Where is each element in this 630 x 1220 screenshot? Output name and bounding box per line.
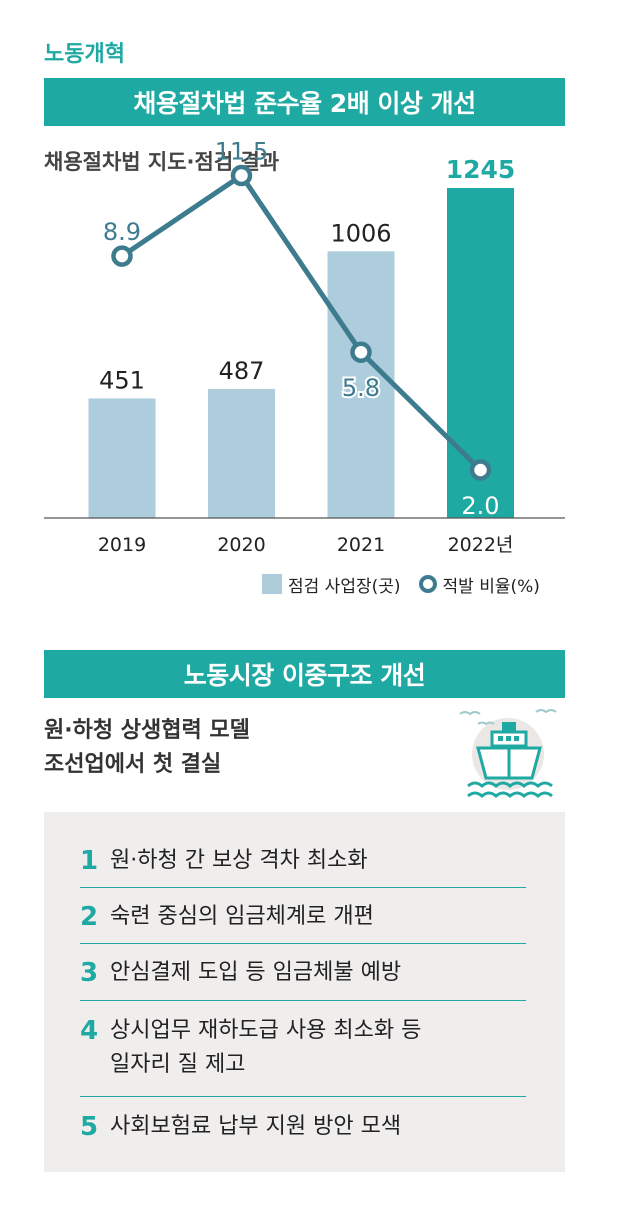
list-item: 3 안심결제 도입 등 임금체불 예방 xyxy=(80,956,526,990)
sub-title-line1: 원·하청 상생협력 모델 xyxy=(44,718,250,743)
sub-title-line2: 조선업에서 첫 결실 xyxy=(44,752,222,777)
list-item: 1 원·하청 간 보상 격차 최소화 xyxy=(80,844,526,878)
rate-value-label: 8.9 xyxy=(103,218,141,246)
x-tick-label: 2021 xyxy=(337,534,385,556)
list-number: 1 xyxy=(80,846,99,876)
rate-value-label: 2.0 xyxy=(461,492,499,520)
rate-point xyxy=(230,164,253,187)
rate-line xyxy=(120,173,483,472)
list-item: 2 숙련 중심의 임금체계로 개편 xyxy=(80,900,526,934)
list-divider xyxy=(80,1000,526,1001)
list-number: 5 xyxy=(80,1112,99,1142)
measures-list: 1 원·하청 간 보상 격차 최소화 2 숙련 중심의 임금체계로 개편 3 안… xyxy=(44,812,565,1172)
bar-2019 xyxy=(88,398,156,518)
list-number: 2 xyxy=(80,902,99,932)
rate-point xyxy=(111,245,133,267)
list-text-line1: 상시업무 재하도급 사용 최소화 등 xyxy=(110,1018,422,1043)
list-text: 사회보험료 납부 지원 방안 모색 xyxy=(110,1114,402,1139)
legend-bar-swatch xyxy=(262,574,282,594)
list-text: 숙련 중심의 임금체계로 개편 xyxy=(110,904,374,929)
combo-chart: 451 487 1006 1245 2019 2020 2021 2022년 8.9 11.5 5.… xyxy=(44,138,565,556)
bar-value-label: 487 xyxy=(219,357,265,385)
list-divider xyxy=(80,1096,526,1097)
rate-value-label: 11.5 xyxy=(215,138,268,166)
section-label: 노동개혁 xyxy=(44,42,125,67)
list-divider xyxy=(80,943,526,944)
rate-value-label: 5.8 xyxy=(342,374,380,402)
list-item: 5 사회보험료 납부 지원 방안 모색 xyxy=(80,1110,526,1144)
list-text: 상시업무 재하도급 사용 최소화 등 일자리 질 제고 xyxy=(110,1014,421,1082)
list-number: 4 xyxy=(80,1016,99,1046)
legend-line-label: 적발 비율(%) xyxy=(442,576,540,597)
list-item: 4 상시업무 재하도급 사용 최소화 등 일자리 질 제고 xyxy=(80,1014,526,1082)
x-tick-label: 2020 xyxy=(217,534,265,556)
ship-icon xyxy=(459,709,557,798)
legend-line-marker xyxy=(418,575,437,593)
bar-value-label: 1245 xyxy=(446,155,516,184)
x-tick-label: 2022년 xyxy=(448,534,514,556)
rate-point xyxy=(350,341,372,363)
x-tick-label: 2019 xyxy=(98,534,146,556)
list-text: 안심결제 도입 등 임금체불 예방 xyxy=(110,960,402,985)
sub-title: 원·하청 상생협력 모델 조선업에서 첫 결실 xyxy=(44,714,250,782)
legend-bar-label: 점검 사업장(곳) xyxy=(288,576,401,597)
chart-legend: 점검 사업장(곳) 적발 비율(%) xyxy=(262,572,566,597)
list-text: 원·하청 간 보상 격차 최소화 xyxy=(110,848,368,873)
list-divider xyxy=(80,887,526,888)
list-number: 3 xyxy=(80,958,99,988)
bar-2020 xyxy=(208,388,275,518)
bar-value-label: 451 xyxy=(99,366,145,394)
banner-dual-structure: 노동시장 이중구조 개선 xyxy=(44,650,565,698)
rate-point xyxy=(469,459,492,481)
bar-2021 xyxy=(327,251,395,518)
list-text-line2: 일자리 질 제고 xyxy=(110,1052,246,1077)
banner-hiring-procedure: 채용절차법 준수율 2배 이상 개선 xyxy=(44,78,565,126)
bar-value-label: 1006 xyxy=(330,219,391,247)
